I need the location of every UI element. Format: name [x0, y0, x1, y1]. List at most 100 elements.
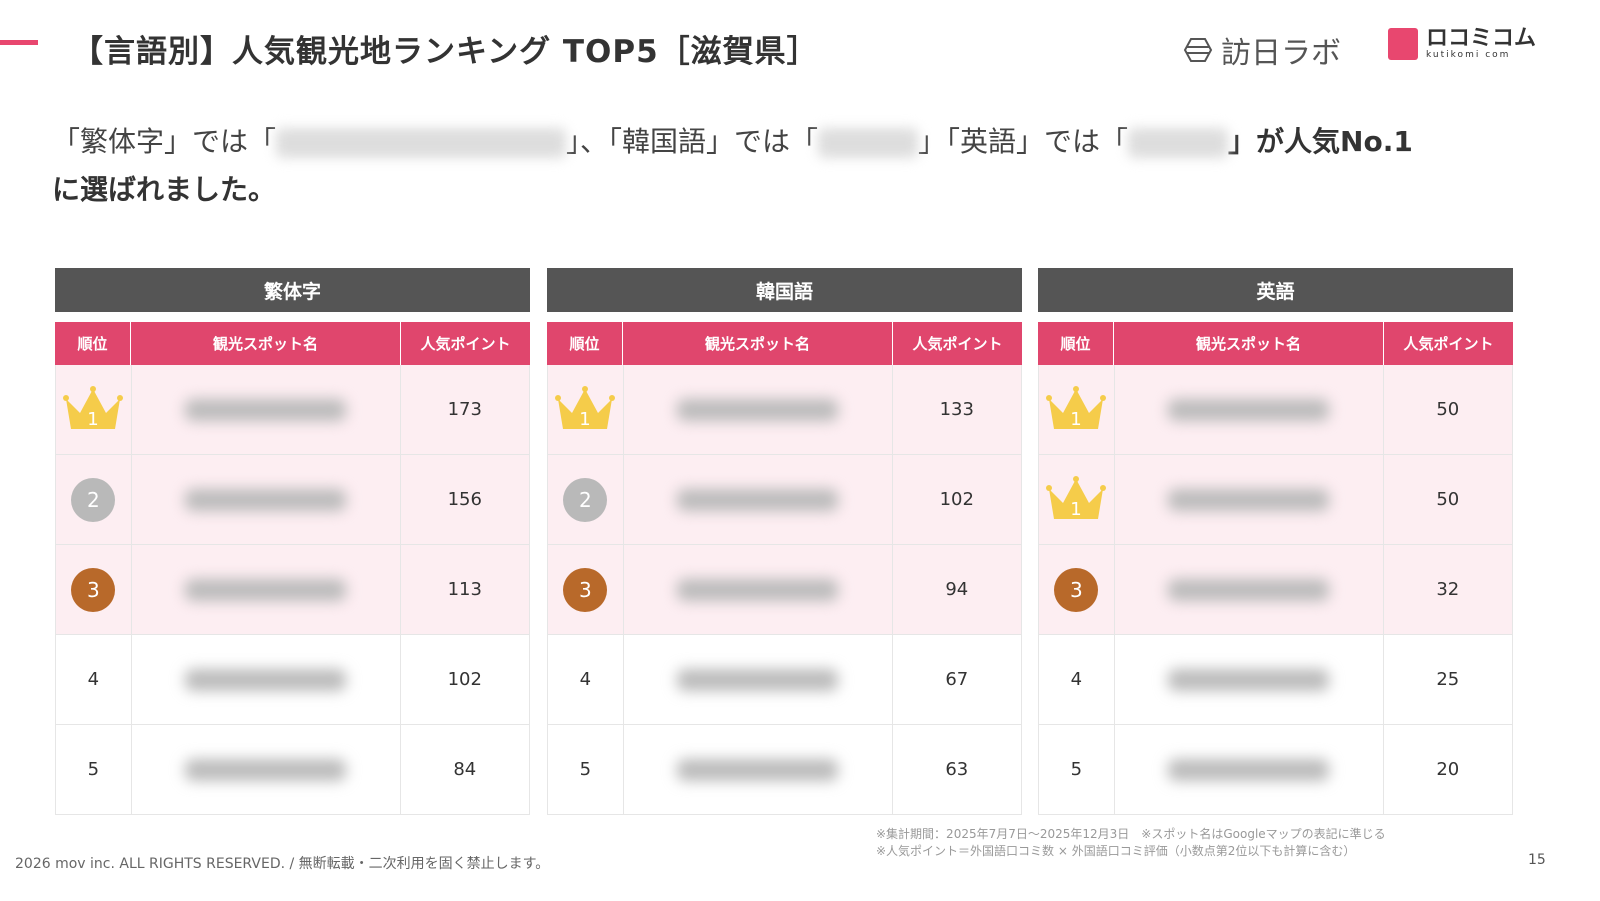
redacted-spot-name — [185, 398, 346, 421]
logo-subtext: kutikomi com — [1426, 50, 1511, 60]
houjin-lab-logo: 訪日ラボ — [1183, 28, 1341, 72]
redacted-spot-name — [1168, 668, 1329, 691]
points-cell: 20 — [1436, 759, 1460, 780]
svg-text:1: 1 — [88, 409, 99, 430]
rank-number: 5 — [1070, 759, 1083, 780]
points-cell: 32 — [1436, 579, 1460, 600]
silver-medal-icon: 2 — [71, 477, 116, 522]
ranking-panel: 韓国語 順位 観光スポット名 人気ポイント 1 133 2 102 3 94 4… — [547, 268, 1022, 815]
page-title: 【言語別】人気観光地ランキング TOP5［滋賀県］ — [72, 34, 819, 70]
accent-bar — [0, 40, 38, 45]
rank-cell: 5 — [56, 725, 132, 814]
bronze-medal-icon: 3 — [71, 567, 116, 612]
table-row: 2 102 — [547, 455, 1022, 545]
redacted-spot-name — [1168, 758, 1329, 781]
points-cell: 67 — [945, 669, 969, 690]
spot-name-cell — [132, 455, 401, 544]
spot-name-cell — [624, 725, 893, 814]
svg-text:1: 1 — [1071, 409, 1082, 430]
bronze-medal-icon: 3 — [1054, 567, 1099, 612]
col-name: 観光スポット名 — [131, 322, 401, 365]
table-row: 3 94 — [547, 545, 1022, 635]
col-points: 人気ポイント — [1403, 335, 1494, 353]
rank-cell: 1 — [548, 365, 624, 454]
svg-text:1: 1 — [1071, 499, 1082, 520]
redacted-spot-name — [677, 398, 838, 421]
redacted-spot-name — [677, 488, 838, 511]
kutikomi-logo: ロコミコム kutikomi com — [1388, 28, 1536, 60]
spot-name-cell — [1115, 365, 1384, 454]
table-header: 順位 観光スポット名 人気ポイント — [547, 322, 1022, 365]
svg-text:1: 1 — [580, 409, 591, 430]
rank-number: 4 — [579, 669, 592, 690]
rank-cell: 4 — [1039, 635, 1115, 724]
spot-name-cell — [624, 365, 893, 454]
crown-icon: 1 — [555, 385, 616, 430]
table-row: 4 25 — [1038, 635, 1513, 725]
redacted-spot-name — [677, 668, 838, 691]
spot-name-cell — [1115, 725, 1384, 814]
logo-square-icon — [1388, 28, 1418, 60]
spot-name-cell — [624, 545, 893, 634]
lead-part: に選ばれました。 — [52, 173, 277, 206]
points-cell: 156 — [447, 489, 482, 510]
redacted-spot-name — [185, 488, 346, 511]
table-row: 3 113 — [55, 545, 530, 635]
ranking-panel: 繁体字 順位 観光スポット名 人気ポイント 1 173 2 156 3 113 … — [55, 268, 530, 815]
table-row: 3 32 — [1038, 545, 1513, 635]
table-row: 5 84 — [55, 725, 530, 815]
rank-cell: 2 — [56, 455, 132, 544]
silver-medal-icon: 2 — [563, 477, 608, 522]
table-row: 1 133 — [547, 365, 1022, 455]
rank-cell: 3 — [1039, 545, 1115, 634]
rank-number: 4 — [1070, 669, 1083, 690]
page-number: 15 — [1528, 852, 1546, 868]
col-rank: 順位 — [55, 322, 131, 365]
rank-cell: 5 — [1039, 725, 1115, 814]
table-row: 1 173 — [55, 365, 530, 455]
redacted-spot-name — [1168, 488, 1329, 511]
table-header: 順位 観光スポット名 人気ポイント — [1038, 322, 1513, 365]
table-row: 4 67 — [547, 635, 1022, 725]
note: ※人気ポイント＝外国語口コミ数 × 外国語口コミ評価（小数点第2位以下も計算に含… — [876, 844, 1356, 858]
lead-part: 」、「韓国語」では「 — [566, 125, 819, 158]
spot-name-cell — [1115, 545, 1384, 634]
crown-icon: 1 — [1046, 475, 1107, 520]
col-name: 観光スポット名 — [623, 322, 893, 365]
notes: ※集計期間：2025年7月7日〜2025年12月3日 ※スポット名はGoogle… — [876, 826, 1386, 860]
lead-text: 「繁体字」では「 」、「韓国語」では「 」「英語」では「 」が人気No.1 に選ばれまし… — [52, 118, 1512, 214]
points-cell: 102 — [939, 489, 974, 510]
spot-name-cell — [132, 365, 401, 454]
points-cell: 50 — [1436, 489, 1460, 510]
redacted-spot-name — [677, 578, 838, 601]
redacted-spot-name — [1168, 398, 1329, 421]
table-header: 順位 観光スポット名 人気ポイント — [55, 322, 530, 365]
rank-number: 5 — [579, 759, 592, 780]
table-row: 5 20 — [1038, 725, 1513, 815]
redacted-spot-name — [185, 758, 346, 781]
points-cell: 113 — [447, 579, 482, 600]
points-cell: 102 — [447, 669, 482, 690]
table-row: 2 156 — [55, 455, 530, 545]
lead-part: 「繁体字」では「 — [52, 125, 277, 158]
copyright: 2026 mov inc. ALL RIGHTS RESERVED. / 無断転… — [15, 856, 550, 872]
redacted-spot-name — [185, 578, 346, 601]
lead-part: 」が人気No.1 — [1228, 125, 1413, 158]
col-name: 観光スポット名 — [1114, 322, 1384, 365]
rank-cell: 5 — [548, 725, 624, 814]
crown-icon: 1 — [1046, 385, 1107, 430]
redacted-spot — [276, 128, 567, 158]
spot-name-cell — [624, 455, 893, 544]
rank-cell: 3 — [56, 545, 132, 634]
col-points: 人気ポイント — [420, 335, 511, 353]
rank-cell: 1 — [56, 365, 132, 454]
spot-name-cell — [624, 635, 893, 724]
crown-icon: 1 — [63, 385, 124, 430]
spot-name-cell — [132, 725, 401, 814]
panel-title: 英語 — [1038, 268, 1513, 312]
panel-title: 韓国語 — [547, 268, 1022, 312]
col-rank: 順位 — [1038, 322, 1114, 365]
points-cell: 50 — [1436, 399, 1460, 420]
table-row: 1 50 — [1038, 455, 1513, 545]
table-row: 4 102 — [55, 635, 530, 725]
